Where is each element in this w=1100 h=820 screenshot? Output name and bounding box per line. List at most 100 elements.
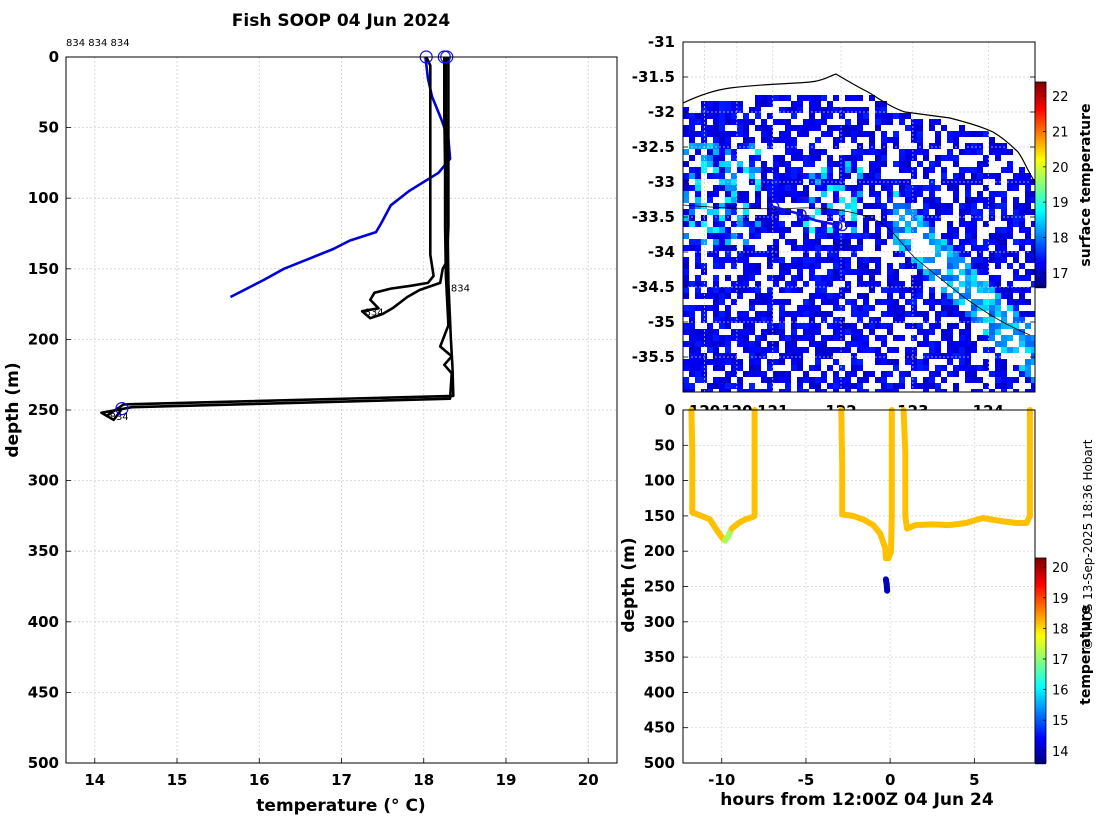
sst-cell	[857, 257, 863, 263]
timeseries-x-tick-label: -10	[708, 771, 735, 789]
sst-cell	[731, 179, 737, 185]
sst-cell	[905, 197, 911, 203]
sst-cell	[863, 299, 869, 305]
timeseries-colorbar-segment	[1035, 578, 1046, 581]
sst-cell	[767, 143, 773, 149]
sst-cell	[683, 293, 689, 299]
sst-cell	[905, 113, 911, 119]
sst-cell	[797, 365, 803, 371]
sst-cell	[689, 341, 695, 347]
sst-cell	[851, 251, 857, 257]
sst-cell	[815, 287, 821, 293]
sst-cell	[839, 263, 845, 269]
sst-cell	[953, 227, 959, 233]
sst-cell	[749, 233, 755, 239]
timeseries-trace	[728, 407, 758, 532]
sst-cell	[977, 143, 983, 149]
sst-cell	[971, 305, 977, 311]
sst-cell	[755, 263, 761, 269]
sst-cell	[971, 143, 977, 149]
map-colorbar-tick-label: 17	[1052, 267, 1069, 282]
sst-cell	[695, 185, 701, 191]
profile-y-tick-label: 450	[28, 683, 59, 701]
map-colorbar-segment	[1035, 266, 1046, 269]
sst-cell	[695, 353, 701, 359]
timeseries-colorbar-segment	[1035, 616, 1046, 619]
profile-annotation: 834	[365, 307, 384, 318]
sst-cell	[887, 221, 893, 227]
sst-cell	[1001, 227, 1007, 233]
sst-cell	[773, 323, 779, 329]
sst-cell	[917, 143, 923, 149]
sst-cell	[887, 113, 893, 119]
sst-cell	[869, 305, 875, 311]
sst-cell	[683, 275, 689, 281]
sst-cell	[1031, 335, 1035, 341]
sst-cell	[791, 197, 797, 203]
sst-cell	[1025, 203, 1031, 209]
map-colorbar-segment	[1035, 146, 1046, 149]
sst-cell	[821, 233, 827, 239]
sst-cell	[749, 383, 755, 389]
sst-cell	[971, 233, 977, 239]
sst-cell	[749, 119, 755, 125]
sst-cell	[983, 185, 989, 191]
sst-cell	[845, 269, 851, 275]
sst-cell	[719, 125, 725, 131]
sst-cell	[857, 239, 863, 245]
sst-cell	[929, 167, 935, 173]
sst-cell	[815, 341, 821, 347]
sst-cell	[887, 197, 893, 203]
sst-cell	[899, 383, 905, 389]
sst-cell	[851, 125, 857, 131]
sst-cell	[773, 95, 779, 101]
sst-cell	[833, 245, 839, 251]
sst-cell	[773, 341, 779, 347]
sst-cell	[1001, 365, 1007, 371]
sst-cell	[713, 281, 719, 287]
sst-cell	[875, 263, 881, 269]
sst-cell	[737, 335, 743, 341]
sst-cell	[731, 107, 737, 113]
sst-cell	[719, 167, 725, 173]
map-colorbar-segment	[1035, 116, 1046, 119]
sst-cell	[899, 185, 905, 191]
sst-cell	[893, 311, 899, 317]
sst-cell	[881, 215, 887, 221]
sst-cell	[857, 269, 863, 275]
sst-cell	[731, 299, 737, 305]
sst-cell	[863, 173, 869, 179]
sst-cell	[713, 227, 719, 233]
sst-cell	[989, 173, 995, 179]
sst-cell	[875, 179, 881, 185]
sst-cell	[875, 281, 881, 287]
sst-cell	[989, 287, 995, 293]
sst-cell	[827, 113, 833, 119]
sst-cell	[851, 185, 857, 191]
sst-cell	[773, 173, 779, 179]
timeseries-y-tick-label: 350	[644, 648, 675, 666]
map-grid	[683, 42, 1035, 392]
sst-cell	[965, 323, 971, 329]
sst-cell	[761, 353, 767, 359]
map-colorbar-tick-label: 22	[1052, 90, 1069, 105]
sst-cell	[749, 221, 755, 227]
sst-cell	[713, 305, 719, 311]
map-colorbar-segment	[1035, 186, 1046, 189]
sst-cell	[683, 383, 689, 389]
sst-cell	[863, 113, 869, 119]
sst-cell	[845, 281, 851, 287]
sst-cell	[971, 167, 977, 173]
sst-cell	[833, 143, 839, 149]
profile-y-tick-label: 100	[28, 189, 59, 207]
sst-cell	[701, 119, 707, 125]
sst-cell	[977, 251, 983, 257]
sst-cell	[977, 317, 983, 323]
sst-cell	[1031, 383, 1035, 389]
sst-cell	[977, 167, 983, 173]
sst-cell	[881, 131, 887, 137]
sst-cell	[989, 329, 995, 335]
sst-cell	[815, 323, 821, 329]
sst-cell	[935, 119, 941, 125]
